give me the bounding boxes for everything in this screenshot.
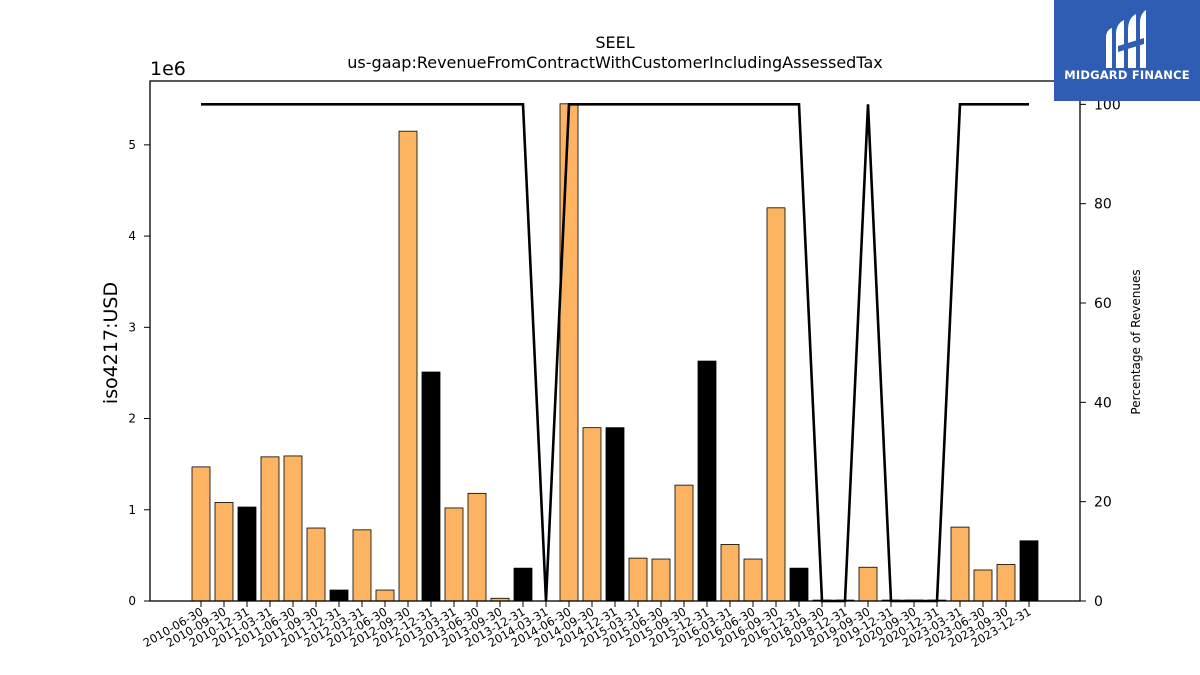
brand-logo: MIDGARD FINANCE (1054, 0, 1200, 101)
bar-2012-09-30 (398, 130, 418, 602)
bar-2014-12-31 (605, 427, 625, 602)
bar-2014-06-30 (559, 103, 579, 602)
y2-axis-label: Percentage of Revenues (1129, 269, 1143, 414)
bar-2023-09-30 (996, 564, 1016, 602)
bar-2010-09-30 (214, 502, 234, 602)
bar-2011-09-30 (306, 527, 326, 602)
bar-2011-12-31 (329, 589, 349, 602)
midgard-logo-icon (1106, 10, 1146, 68)
bars-group (191, 103, 1039, 602)
bar-2016-06-30 (743, 558, 763, 602)
bar-2016-12-31 (789, 567, 809, 602)
bar-2013-06-30 (467, 492, 487, 602)
bar-2015-06-30 (651, 558, 671, 602)
y-tick-label: 5 (128, 138, 136, 152)
bar-2023-03-31 (950, 526, 970, 602)
y-axis-label: iso4217:USD (100, 282, 122, 404)
bar-2014-09-30 (582, 427, 602, 602)
bar-2023-12-31 (1019, 540, 1039, 602)
y2-tick-label: 0 (1094, 594, 1103, 610)
y-tick-label: 4 (128, 229, 136, 243)
y-tick-label: 1 (128, 503, 136, 517)
y2-tick-label: 80 (1094, 197, 1112, 213)
y-tick-label: 2 (128, 412, 136, 426)
bar-2011-03-31 (260, 456, 280, 602)
y-tick-label: 0 (128, 594, 136, 608)
bar-2012-12-31 (421, 371, 441, 602)
chart-subtitle: us-gaap:RevenueFromContractWithCustomerI… (347, 53, 882, 72)
bar-2013-12-31 (513, 567, 533, 602)
bar-2013-03-31 (444, 507, 464, 602)
bar-2015-09-30 (674, 484, 694, 602)
axes-group: 0123450204060801002010-06-302010-09-3020… (128, 80, 1121, 650)
bar-2010-06-30 (191, 466, 211, 602)
bar-2012-06-30 (375, 589, 395, 602)
chart-title: SEEL (595, 33, 634, 52)
y2-tick-label: 40 (1094, 395, 1112, 411)
bar-2016-03-31 (720, 544, 740, 602)
bar-2010-12-31 (237, 506, 257, 602)
bar-2019-09-30 (858, 566, 878, 602)
bar-2015-03-31 (628, 557, 648, 602)
bar-2023-06-30 (973, 569, 993, 602)
y-axis-multiplier: 1e6 (150, 58, 186, 80)
bar-2011-06-30 (283, 455, 303, 602)
y-tick-label: 3 (128, 320, 136, 334)
bar-2016-09-30 (766, 207, 786, 602)
y2-tick-label: 100 (1094, 97, 1121, 113)
logo-text: MIDGARD FINANCE (1064, 68, 1190, 82)
y2-tick-label: 60 (1094, 296, 1112, 312)
bar-2012-03-31 (352, 529, 372, 602)
bar-2015-12-31 (697, 360, 717, 602)
y2-tick-label: 20 (1094, 495, 1112, 511)
